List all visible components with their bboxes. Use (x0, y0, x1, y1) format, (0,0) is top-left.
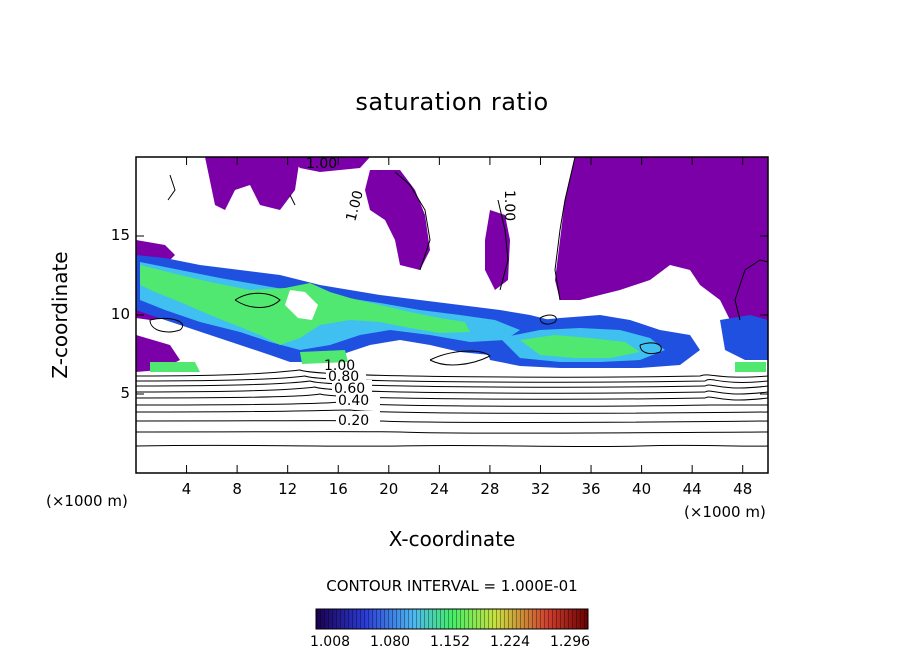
x-tick-label: 12 (278, 480, 298, 498)
purple-region-mid2 (485, 210, 510, 290)
y-tick-label: 5 (120, 384, 130, 402)
green-low-mid (300, 350, 348, 364)
y-tick-label: 15 (110, 226, 130, 244)
x-tick-label: 20 (379, 480, 399, 498)
purple-region-top-left (205, 157, 300, 210)
x-tick-label: 8 (232, 480, 242, 498)
colorbar-stripes (316, 609, 588, 629)
contour-labels: 0.20 0.40 0.60 0.80 1.00 1.00 1.00 1.00 (306, 156, 517, 429)
x-tick-label: 28 (480, 480, 500, 498)
green-cloud-right (520, 335, 640, 358)
x-tick-label: 44 (682, 480, 702, 498)
contour-label: 0.80 (328, 369, 359, 385)
x-tick-label: 48 (733, 480, 753, 498)
contour-label: 1.00 (343, 189, 367, 223)
contour-label: 1.00 (501, 190, 517, 221)
white-gap-in-band (285, 290, 318, 320)
colorbar-tick-label: 1.224 (489, 634, 531, 650)
blue-cloud-right2 (720, 315, 768, 360)
x-tick-marks (186, 157, 744, 473)
green-low-right (735, 362, 766, 372)
x-unit-right: (×1000 m) (684, 503, 766, 521)
colorbar-tick-label: 1.296 (549, 634, 591, 650)
colorbar-tick-label: 1.152 (429, 634, 471, 650)
y-tick-marks (136, 235, 768, 395)
purple-region-right (555, 157, 768, 360)
purple-region-top-mid (365, 170, 430, 270)
green-low-left (150, 362, 200, 372)
x-tick-label: 36 (581, 480, 601, 498)
colorbar-tick-label: 1.008 (309, 634, 351, 650)
y-tick-label: 10 (110, 305, 130, 323)
contour-label: 0.20 (338, 413, 369, 429)
x-tick-label: 16 (328, 480, 348, 498)
contour-interval-text: CONTOUR INTERVAL = 1.000E-01 (326, 577, 578, 595)
contour-label: 0.60 (334, 381, 365, 397)
field-fills: 0.20 0.40 0.60 0.80 1.00 1.00 1.00 1.00 (136, 156, 768, 448)
colorbar-frame (315, 608, 589, 630)
x-axis-label: X-coordinate (388, 527, 516, 551)
x-tick-label: 24 (429, 480, 449, 498)
purple-region-topstrip (290, 157, 370, 172)
contour-label: 0.40 (338, 393, 369, 409)
x-tick-label: 32 (530, 480, 551, 498)
colorbar-tick-label: 1.080 (369, 634, 411, 650)
x-tick-label: 4 (181, 480, 192, 498)
contour-label: 1.00 (324, 358, 355, 374)
x-unit-left: (×1000 m) (46, 492, 128, 510)
chart-title: saturation ratio (355, 88, 549, 116)
x-tick-label: 40 (632, 480, 652, 498)
contour-label: 1.00 (306, 156, 337, 172)
